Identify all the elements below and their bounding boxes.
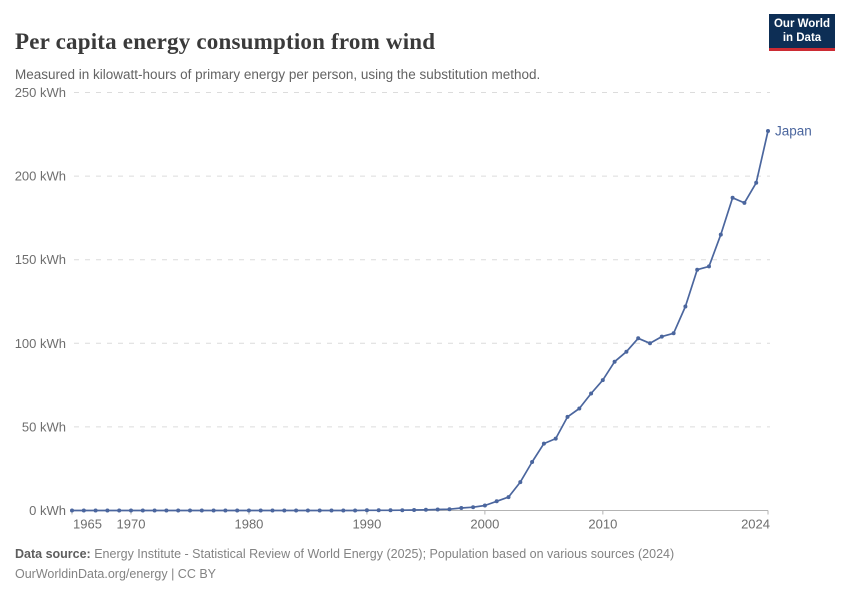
x-tick-label: 1990 (352, 517, 381, 532)
series-line-japan[interactable] (71, 130, 769, 512)
data-point[interactable] (636, 336, 641, 341)
data-point[interactable] (329, 508, 334, 513)
data-point[interactable] (600, 378, 605, 383)
owid-logo-line2: in Data (782, 32, 822, 44)
chart-footer: Data source: Energy Institute - Statisti… (15, 544, 674, 584)
data-point[interactable] (412, 508, 417, 512)
data-point[interactable] (754, 180, 759, 185)
data-point[interactable] (152, 508, 157, 513)
data-point[interactable] (577, 406, 582, 411)
y-tick-label: 250 kWh (15, 85, 66, 100)
data-point[interactable] (81, 508, 86, 513)
data-point[interactable] (105, 508, 110, 513)
data-point[interactable] (471, 505, 476, 510)
data-point[interactable] (730, 195, 735, 200)
data-point[interactable] (246, 508, 251, 513)
data-point[interactable] (589, 391, 594, 396)
data-source-line: Data source: Energy Institute - Statisti… (15, 544, 674, 564)
data-point[interactable] (341, 508, 346, 513)
data-point[interactable] (553, 436, 558, 441)
x-tick-label: 1980 (234, 517, 263, 532)
chart-area: 0 kWh 50 kWh 100 kWh 150 kWh 200 kWh 250 kWh 1… (0, 80, 850, 540)
data-point[interactable] (530, 460, 535, 464)
data-point[interactable] (258, 508, 263, 513)
y-tick-label: 0 kWh (29, 503, 66, 518)
x-tick-label: 2024 (741, 517, 770, 532)
chart-canvas[interactable]: 0 kWh 50 kWh 100 kWh 150 kWh 200 kWh 250 kWh 1… (0, 80, 850, 540)
x-tick-label: 2000 (470, 517, 499, 532)
data-point[interactable] (435, 507, 440, 512)
x-tick-label: 1965 (73, 517, 102, 532)
data-point[interactable] (129, 508, 133, 513)
data-point[interactable] (707, 264, 711, 269)
y-tick-label: 50 kWh (22, 419, 66, 434)
data-point[interactable] (364, 508, 369, 513)
data-point[interactable] (305, 508, 310, 513)
data-point[interactable] (93, 508, 98, 513)
x-tick-label: 1970 (117, 517, 146, 532)
data-point[interactable] (612, 359, 617, 364)
data-point[interactable] (353, 508, 358, 513)
page-subtitle: Measured in kilowatt-hours of primary en… (15, 66, 541, 82)
data-point[interactable] (541, 441, 546, 446)
data-point[interactable] (164, 508, 169, 513)
data-point[interactable] (648, 341, 652, 346)
owid-logo[interactable]: Our World in Data (769, 14, 835, 51)
data-point[interactable] (270, 508, 275, 513)
data-point[interactable] (400, 508, 405, 513)
footer-link[interactable]: OurWorldinData.org/energy | CC BY (15, 567, 217, 581)
data-point[interactable] (235, 508, 240, 513)
data-point[interactable] (423, 507, 428, 512)
data-point[interactable] (459, 506, 464, 510)
data-point[interactable] (718, 232, 723, 237)
data-point[interactable] (447, 507, 452, 512)
y-tick-label: 100 kWh (15, 336, 66, 351)
data-point[interactable] (317, 508, 322, 513)
data-point[interactable] (211, 508, 216, 513)
data-point[interactable] (671, 331, 676, 336)
data-point[interactable] (188, 508, 192, 513)
data-source-label: Data source: (15, 547, 91, 561)
data-point[interactable] (294, 508, 299, 513)
data-point[interactable] (223, 508, 228, 513)
x-tick-label: 2010 (588, 517, 617, 532)
page-title: Per capita energy consumption from wind (15, 29, 436, 55)
data-point[interactable] (766, 129, 770, 133)
data-point[interactable] (140, 508, 145, 513)
data-point[interactable] (70, 508, 74, 513)
data-point[interactable] (482, 503, 487, 508)
data-point[interactable] (117, 508, 122, 513)
data-point[interactable] (624, 349, 629, 354)
y-tick-label: 150 kWh (15, 252, 66, 267)
data-point[interactable] (659, 334, 664, 339)
data-point[interactable] (376, 508, 381, 513)
data-point[interactable] (199, 508, 204, 513)
owid-logo-line1: Our World (773, 17, 830, 30)
data-point[interactable] (518, 480, 523, 485)
data-point[interactable] (176, 508, 181, 513)
series-end-label: Japan (775, 123, 812, 138)
data-point[interactable] (565, 414, 570, 419)
data-point[interactable] (695, 267, 700, 272)
data-point[interactable] (742, 200, 747, 205)
data-point[interactable] (494, 499, 499, 504)
data-point[interactable] (388, 508, 393, 513)
y-tick-label: 200 kWh (15, 169, 66, 184)
data-point[interactable] (282, 508, 287, 513)
data-point[interactable] (683, 304, 688, 309)
data-source-text: Energy Institute - Statistical Review of… (90, 547, 675, 561)
data-point[interactable] (506, 495, 511, 500)
